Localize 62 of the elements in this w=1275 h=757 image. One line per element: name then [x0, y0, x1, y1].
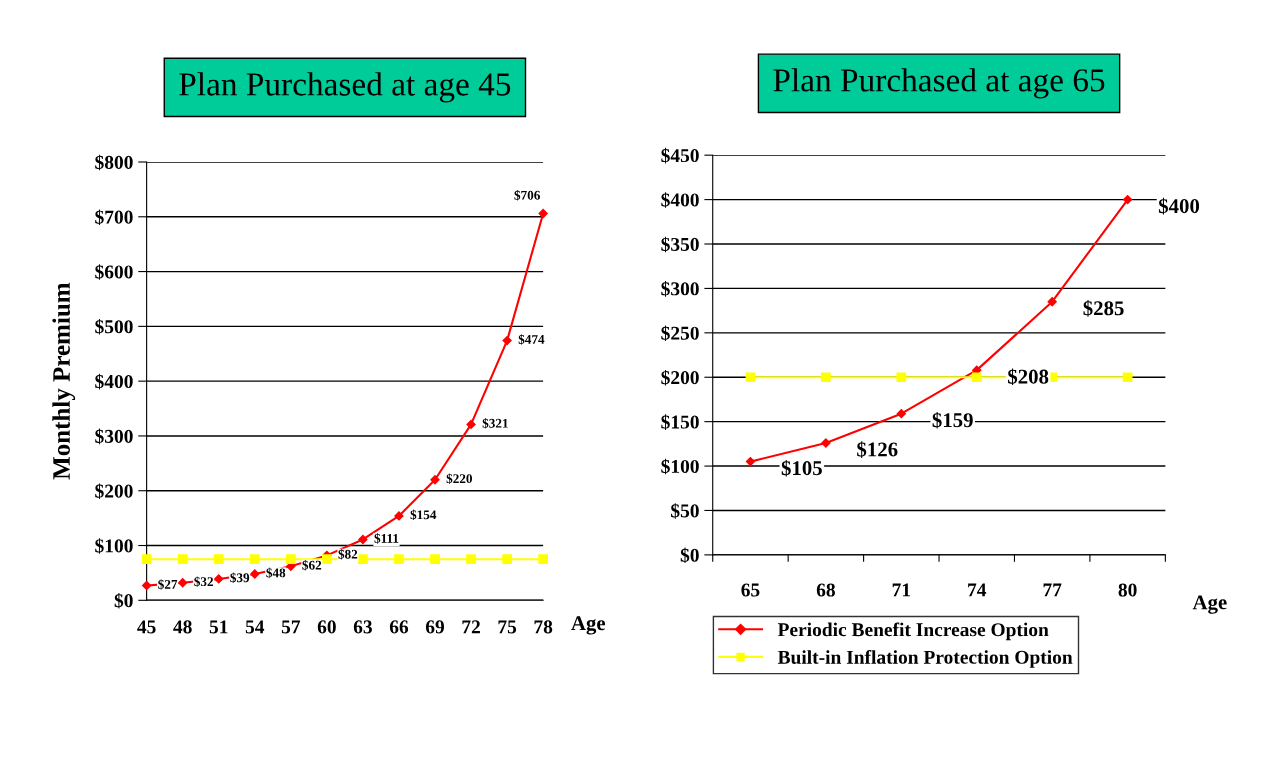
data-label: $105 — [781, 459, 822, 477]
y-tick-label: $400 — [661, 192, 699, 208]
data-label: $706 — [514, 190, 540, 201]
x-tick-label: 63 — [353, 620, 372, 634]
legend-label: Built-in Inflation Protection Option — [777, 649, 1073, 668]
data-label: $400 — [1158, 197, 1200, 215]
y-tick-label: $450 — [661, 147, 699, 164]
data-label: $208 — [1008, 368, 1049, 386]
data-label: $62 — [302, 559, 322, 571]
x-tick-label: 71 — [892, 583, 911, 597]
x-tick-label: 78 — [534, 620, 553, 634]
y-tick-label: $150 — [661, 414, 699, 430]
y-tick-label: $350 — [661, 236, 699, 253]
data-label: $154 — [410, 509, 437, 521]
x-tick-label: 80 — [1118, 583, 1137, 597]
x-tick-label: 77 — [1043, 583, 1062, 597]
x-tick-label: 57 — [281, 620, 301, 634]
data-label: $111 — [374, 533, 399, 544]
y-tick-label: $500 — [95, 319, 133, 335]
y-tick-label: $300 — [661, 281, 699, 297]
x-tick-label: 74 — [968, 583, 987, 597]
data-label: $82 — [338, 548, 358, 560]
y-tick-label: $600 — [95, 264, 133, 280]
y-tick-label: $100 — [95, 538, 133, 554]
x-tick-label: 60 — [317, 620, 336, 634]
y-tick-label: $200 — [661, 369, 699, 386]
y-tick-label: $300 — [95, 428, 133, 445]
legend-label: Periodic Benefit Increase Option — [777, 622, 1049, 641]
y-tick-label: $700 — [95, 209, 133, 226]
x-tick-label: 69 — [425, 620, 445, 634]
x-tick-label: 51 — [209, 620, 228, 634]
data-label: $126 — [857, 441, 898, 458]
data-label: $474 — [518, 334, 545, 345]
x-tick-label: 72 — [462, 620, 480, 634]
data-label: $32 — [194, 576, 214, 587]
x-axis-title: Age — [571, 616, 606, 635]
y-tick-label: $250 — [661, 325, 699, 342]
data-label: $220 — [446, 473, 472, 484]
x-tick-label: 54 — [245, 620, 265, 634]
x-tick-label: 45 — [137, 620, 156, 634]
x-tick-label: 68 — [816, 583, 835, 597]
data-label: $39 — [230, 572, 250, 584]
y-tick-label: $100 — [661, 458, 699, 475]
y-axis-title: Monthly Premium — [52, 282, 76, 480]
y-tick-label: $400 — [95, 373, 133, 390]
x-tick-label: 75 — [498, 620, 517, 634]
data-label: $27 — [158, 579, 178, 590]
y-tick-label: $0 — [680, 547, 699, 564]
x-axis-title: Age — [1192, 595, 1227, 614]
y-tick-label: $0 — [114, 592, 133, 609]
y-tick-label: $800 — [95, 154, 133, 171]
x-tick-label: 66 — [389, 620, 409, 634]
chart-title: Plan Purchased at age 45 — [179, 72, 511, 103]
data-label: $48 — [266, 567, 286, 579]
y-tick-label: $50 — [671, 503, 699, 519]
data-label: $159 — [932, 411, 973, 429]
data-label: $285 — [1083, 300, 1124, 317]
y-tick-label: $200 — [95, 483, 133, 499]
data-label: $321 — [482, 418, 508, 429]
x-tick-label: 48 — [173, 620, 192, 634]
x-tick-label: 65 — [741, 583, 760, 597]
chart-title: Plan Purchased at age 65 — [773, 68, 1105, 99]
